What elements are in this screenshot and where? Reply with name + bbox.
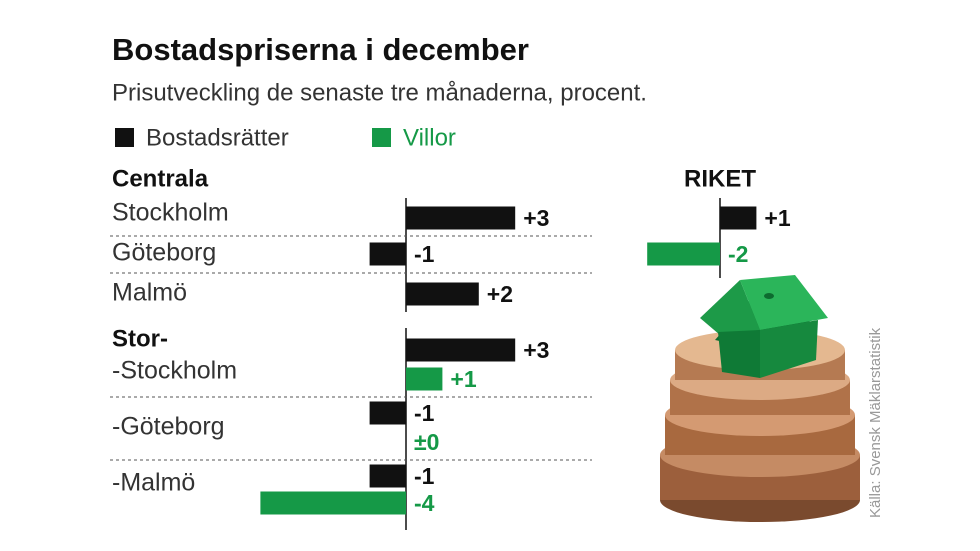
value-label: +3 bbox=[523, 205, 549, 231]
value-label: -2 bbox=[728, 241, 748, 267]
bar bbox=[369, 464, 406, 488]
category-label: Stockholm bbox=[112, 199, 229, 227]
value-label: -1 bbox=[414, 241, 435, 267]
legend-swatch bbox=[372, 128, 391, 147]
category-label: Malmö bbox=[112, 279, 187, 307]
subtitle: Prisutveckling de senaste tre månaderna,… bbox=[112, 79, 647, 106]
value-label: +1 bbox=[764, 205, 790, 231]
bar bbox=[369, 242, 406, 266]
value-label: +1 bbox=[450, 366, 476, 392]
legend-swatch bbox=[115, 128, 134, 147]
legend-label: Bostadsrätter bbox=[146, 124, 289, 151]
bar bbox=[406, 282, 479, 306]
title: Bostadspriserna i december bbox=[112, 32, 529, 67]
value-label: ±0 bbox=[414, 429, 439, 455]
riket-title: RIKET bbox=[684, 165, 756, 192]
bar bbox=[720, 206, 757, 230]
value-label: +2 bbox=[487, 281, 513, 307]
value-label: +3 bbox=[523, 337, 549, 363]
bar bbox=[647, 242, 720, 266]
value-label: -1 bbox=[414, 463, 435, 489]
bar bbox=[406, 206, 516, 230]
category-label: -Malmö bbox=[112, 469, 195, 497]
illustration bbox=[660, 275, 860, 522]
bar bbox=[406, 367, 443, 391]
value-label: -1 bbox=[414, 400, 435, 426]
category-label: -Göteborg bbox=[112, 413, 225, 441]
legend-label: Villor bbox=[403, 124, 456, 151]
group-label: Centrala bbox=[112, 165, 209, 192]
bar bbox=[369, 401, 406, 425]
bar bbox=[260, 491, 406, 515]
category-label: -Stockholm bbox=[112, 357, 237, 385]
group-label: Stor- bbox=[112, 325, 168, 352]
value-label: -4 bbox=[414, 490, 435, 516]
bar bbox=[406, 338, 516, 362]
category-label: Göteborg bbox=[112, 239, 216, 267]
source: Källa: Svensk Mäklarstatistik bbox=[867, 327, 884, 518]
